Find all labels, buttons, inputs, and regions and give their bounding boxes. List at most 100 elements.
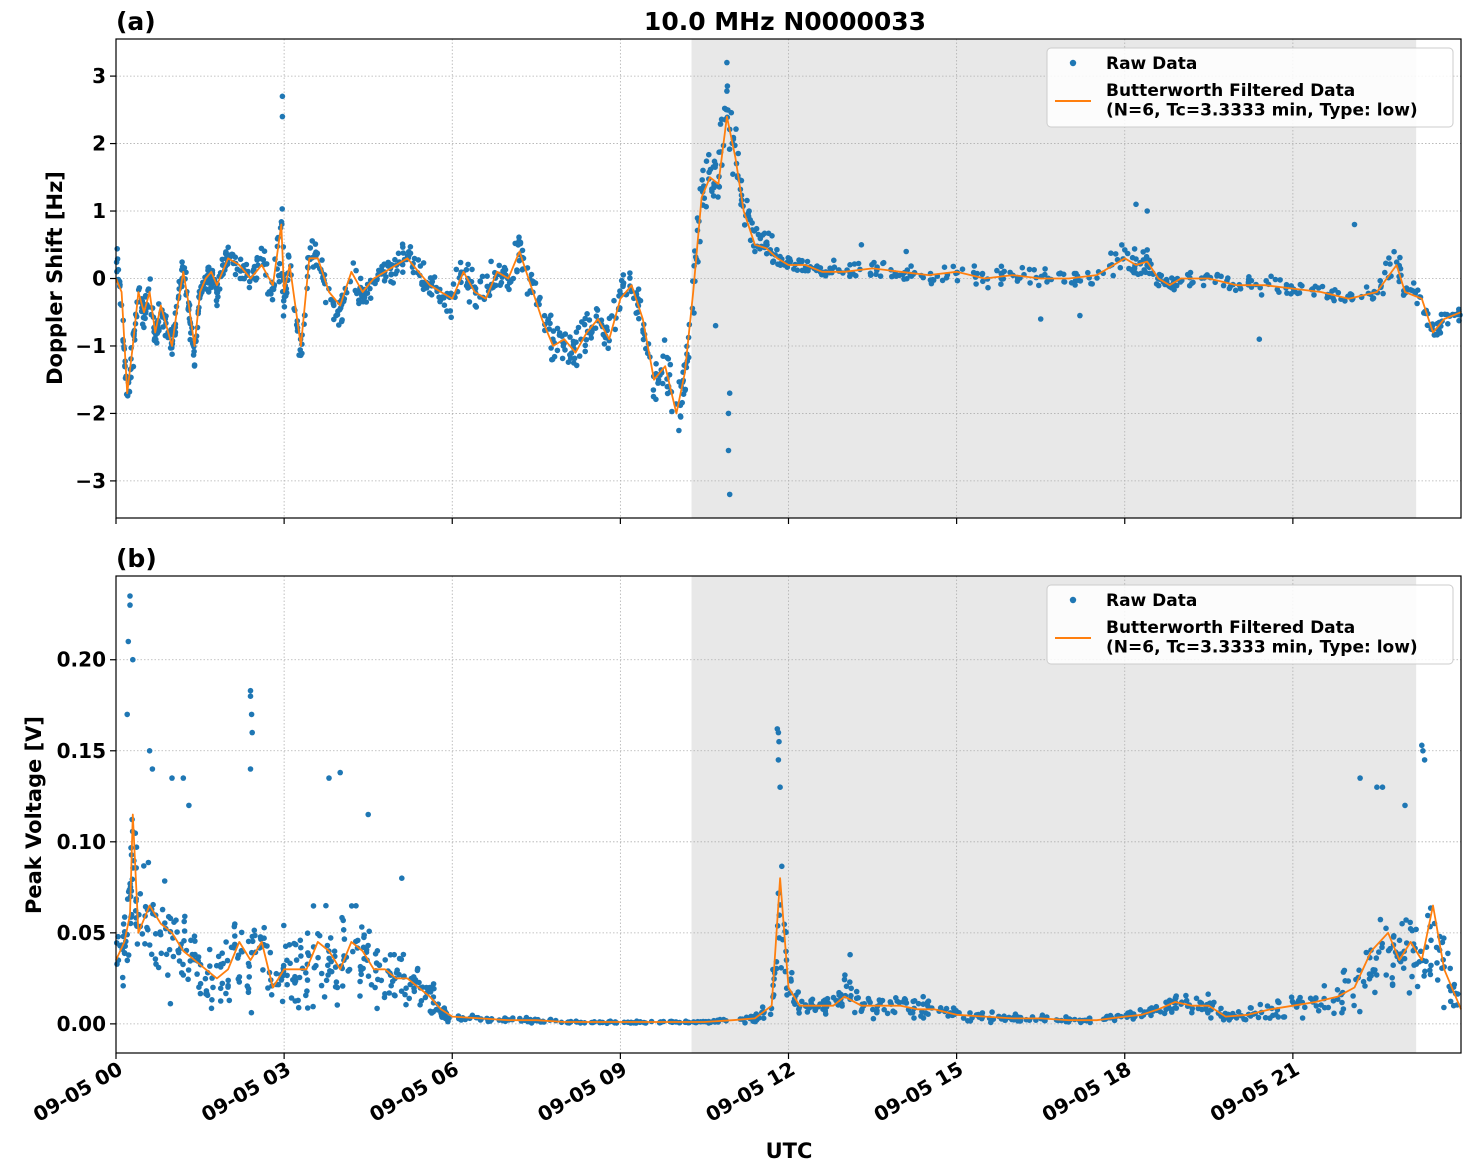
raw-data-point [431,274,438,280]
raw-data-point [293,957,300,963]
raw-data-point [265,985,271,991]
raw-data-point [804,1009,811,1015]
raw-data-point [774,246,780,253]
raw-data-point [130,363,137,370]
raw-data-point [209,997,215,1003]
raw-data-point [252,932,258,939]
raw-data-point [1401,955,1408,962]
raw-data-point [217,985,224,992]
panel-a-filtered-data [115,115,1462,415]
raw-data-point [1061,278,1067,285]
raw-data-point [391,951,398,958]
raw-data-point [753,225,760,232]
raw-data-point [324,942,331,949]
raw-data-point [1340,1006,1347,1012]
raw-data-point [136,285,143,291]
raw-data-point [394,967,401,973]
y-tick-label: 0.15 [57,739,106,763]
raw-data-point [1200,282,1207,289]
raw-data-point [1436,328,1443,334]
raw-data-point [473,304,480,310]
raw-data-point [1155,282,1162,289]
raw-data-point [311,964,318,971]
raw-data-point [937,1005,944,1011]
raw-data-point [159,906,166,913]
raw-data-outlier [777,784,783,790]
raw-data-point [728,109,735,116]
panel-a-legend-raw-label: Raw Data [1106,54,1197,74]
raw-data-outlier [337,769,344,776]
raw-data-point [1393,259,1400,266]
raw-data-point [145,859,152,866]
raw-data-point [1428,937,1434,944]
raw-data-point [881,1006,887,1013]
raw-data-point [365,942,371,949]
raw-data-outlier [726,390,733,397]
raw-data-point [281,922,287,929]
raw-data-point [406,995,413,1002]
raw-data-point [1163,1006,1169,1013]
raw-data-point [279,998,286,1005]
raw-data-point [208,1005,215,1012]
raw-data-point [498,279,505,286]
raw-data-point [562,331,569,337]
raw-data-point [642,1020,649,1026]
raw-data-point [1126,265,1132,272]
raw-data-point [150,901,156,908]
raw-data-point [254,254,260,261]
raw-data-point [830,994,837,1001]
raw-data-point [463,266,470,273]
raw-data-point [1169,285,1175,291]
raw-data-outlier [1421,757,1428,763]
raw-data-point [1272,276,1279,283]
raw-data-point [316,932,323,939]
raw-data-point [573,362,580,369]
raw-data-point [1110,272,1116,279]
raw-data-outlier [127,593,133,599]
raw-data-point [1370,968,1377,975]
raw-data-point [1325,1004,1332,1011]
raw-data-outlier [146,748,153,754]
raw-data-point [314,250,321,256]
raw-data-outlier [149,766,156,772]
raw-data-point [292,978,299,984]
raw-data-point [202,975,209,982]
raw-data-point [791,999,797,1005]
raw-data-point [145,926,151,933]
raw-data-point [847,262,853,268]
raw-data-point [1214,271,1221,278]
raw-data-point [142,941,148,947]
raw-data-point [340,927,347,933]
raw-data-point [235,955,241,961]
raw-data-point [187,336,193,343]
panel-b-ylabel: Peak Voltage [V] [22,716,46,914]
y-tick-label: 0.05 [57,921,106,945]
raw-data-point [236,979,243,985]
raw-data-point [865,995,872,1002]
raw-data-point [275,981,282,988]
y-tick-label: 0 [92,267,106,291]
raw-data-point [575,324,582,331]
raw-data-point [220,960,226,967]
raw-data-point [699,177,705,183]
raw-data-point [225,244,231,251]
raw-data-point [831,264,838,271]
y-tick-label: 3 [92,64,106,88]
raw-data-point [741,222,748,228]
raw-data-point [506,286,512,293]
raw-data-point [245,938,252,945]
raw-data-point [372,280,378,287]
raw-data-point [1391,248,1397,255]
raw-data-point [589,329,595,335]
raw-data-point [870,1006,876,1013]
raw-data-point [556,332,563,338]
x-tick-label: 09-05 00 [29,1057,127,1127]
raw-data-point [224,957,231,964]
raw-data-point [880,259,887,266]
raw-data-point [174,929,180,935]
raw-data-point [1406,990,1413,996]
raw-data-point [295,997,301,1004]
voltage-panel: (b) 0.000.050.100.150.20 09-05 00 09-05 0… [22,544,1462,1163]
raw-data-point [1391,933,1397,939]
raw-data-point [167,915,174,922]
